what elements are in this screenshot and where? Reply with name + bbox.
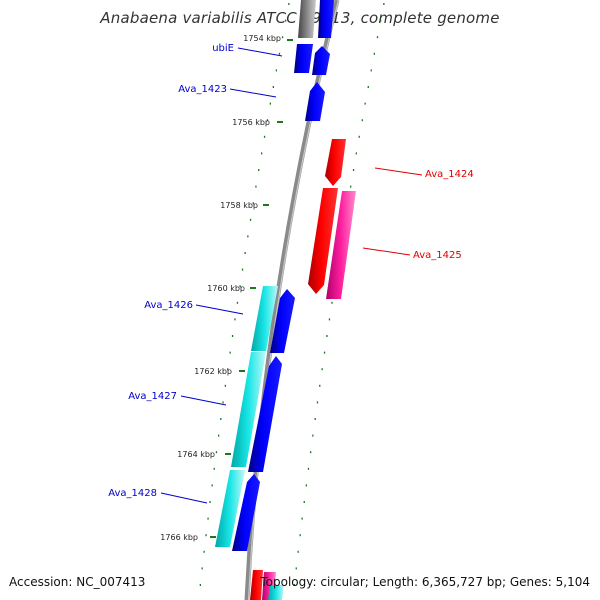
gene-feature-ava1426[interactable]	[270, 289, 295, 353]
gene-feature-ubie[interactable]	[312, 46, 330, 75]
gene-feature-ava1423[interactable]	[305, 82, 325, 121]
gene-feature-ava1425[interactable]	[308, 188, 338, 294]
tick-label: 1760 kbp	[207, 284, 245, 293]
gene-label-leader	[160, 492, 208, 504]
accession-text: Accession: NC_007413	[9, 575, 146, 589]
gene-label-ava1427[interactable]: Ava_1427	[128, 391, 177, 402]
gene-label-ava1426[interactable]: Ava_1426	[144, 300, 193, 311]
gene-feature[interactable]	[298, 0, 316, 38]
gene-feature[interactable]	[250, 570, 263, 600]
gene-feature[interactable]	[268, 585, 284, 600]
gene-label-ubie[interactable]: ubiE	[212, 43, 234, 54]
gene-label-leader	[180, 395, 227, 406]
genome-backbone-highlight	[247, 0, 340, 600]
tick-label: 1764 kbp	[177, 450, 215, 459]
tick-label: 1754 kbp	[243, 34, 281, 43]
gene-label-ava1425[interactable]: Ava_1425	[413, 250, 462, 261]
gene-feature-ava1425-paired[interactable]	[326, 191, 356, 299]
gene-feature-ava1427-paired[interactable]	[231, 352, 266, 467]
gene-feature-ava1428[interactable]	[232, 474, 260, 551]
gene-label-leader	[362, 247, 411, 256]
gene-label-leader	[374, 167, 423, 176]
gene-feature-ava1428-paired[interactable]	[215, 470, 245, 547]
tick-label: 1766 kbp	[160, 533, 198, 542]
gene-label-leader	[229, 88, 277, 98]
gene-label-ava1428[interactable]: Ava_1428	[108, 488, 157, 499]
gene-feature-ubie-paired[interactable]	[294, 44, 313, 73]
gene-feature-ava1427[interactable]	[248, 356, 282, 472]
tick-label: 1762 kbp	[194, 367, 232, 376]
gene-feature-ava1424[interactable]	[325, 139, 346, 186]
tick-label: 1758 kbp	[220, 201, 258, 210]
genome-summary-text: Topology: circular; Length: 6,365,727 bp…	[260, 575, 590, 589]
gene-label-leader	[237, 47, 283, 57]
tick-label: 1756 kbp	[232, 118, 270, 127]
gene-label-ava1423[interactable]: Ava_1423	[178, 84, 227, 95]
gene-feature[interactable]	[318, 0, 334, 38]
gene-label-ava1424[interactable]: Ava_1424	[425, 169, 474, 180]
gene-label-leader	[195, 304, 244, 315]
inner-track-dots	[199, 3, 290, 586]
gene-feature-ava1426-paired[interactable]	[251, 286, 278, 351]
